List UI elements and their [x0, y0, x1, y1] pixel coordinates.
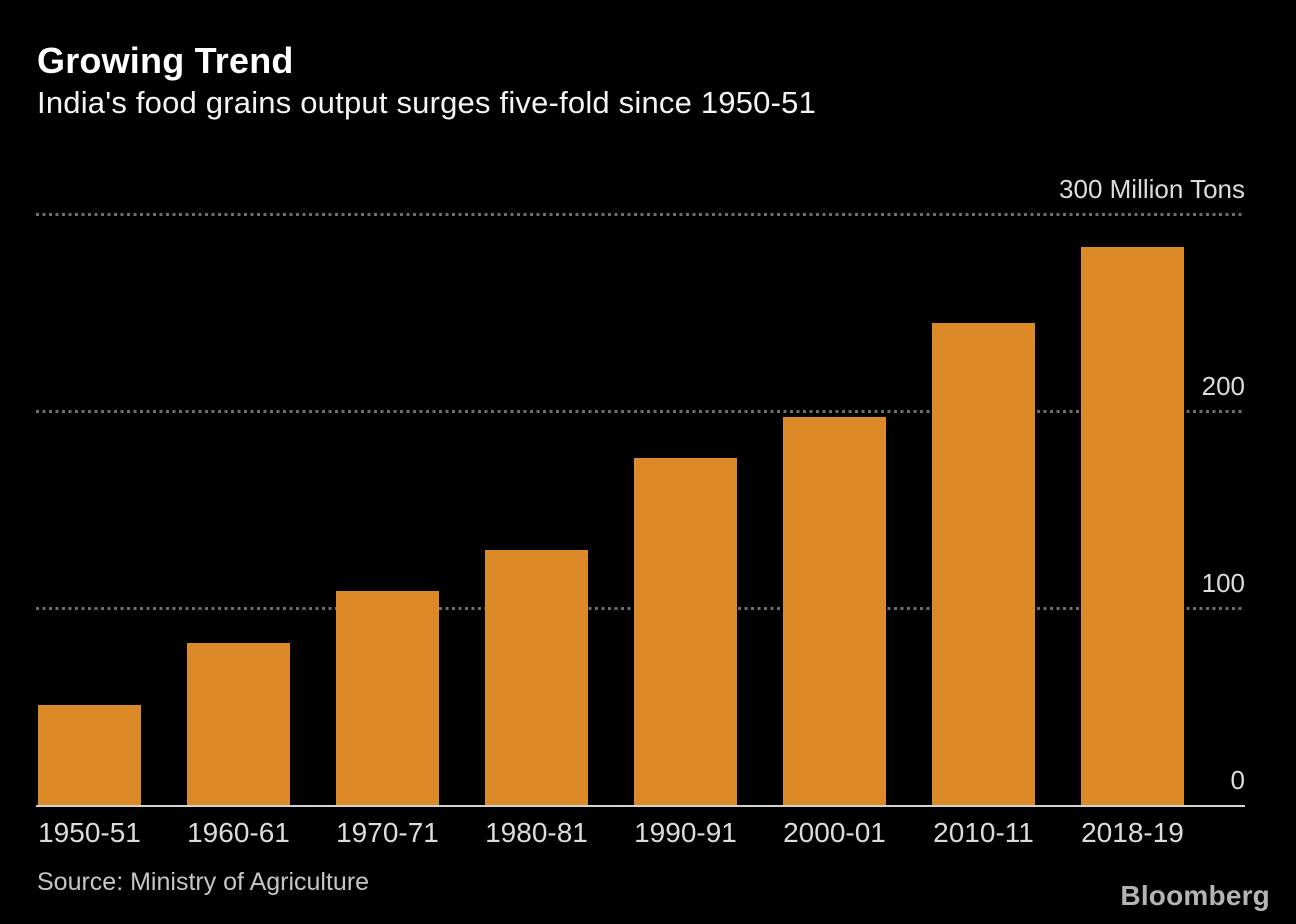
chart-title: Growing Trend: [37, 40, 294, 81]
x-tick-label-1990-91: 1990-91: [634, 817, 737, 848]
bar-1990-91: [634, 457, 737, 805]
x-tick-label-1960-61: 1960-61: [187, 817, 290, 848]
x-tick-label-2018-19: 2018-19: [1081, 817, 1184, 848]
bar-2018-19: [1081, 246, 1184, 805]
bar-1960-61: [187, 643, 290, 805]
x-tick-label-1970-71: 1970-71: [336, 817, 439, 848]
y-tick-label-0: 0: [1230, 765, 1245, 795]
y-tick-label-200: 200: [1201, 371, 1245, 401]
gridline-200: [36, 409, 1245, 413]
bloomberg-logo: Bloomberg: [1120, 880, 1270, 911]
x-tick-label-2000-01: 2000-01: [783, 817, 886, 848]
source-note: Source: Ministry of Agriculture: [37, 868, 370, 896]
plot-area: 0 100 200 300 Million Tons: [36, 174, 1245, 807]
x-tick-label-1980-81: 1980-81: [485, 817, 588, 848]
bar-2000-01: [783, 417, 886, 805]
x-tick-label-1950-51: 1950-51: [38, 817, 141, 848]
bar-2010-11: [932, 323, 1035, 805]
y-tick-label-300: 300 Million Tons: [1059, 174, 1245, 204]
x-tick-label-2010-11: 2010-11: [933, 817, 1034, 848]
gridline-300: [36, 212, 1245, 216]
bar-1980-81: [485, 549, 588, 805]
bar-1950-51: [38, 704, 141, 805]
x-axis-baseline: [36, 805, 1245, 807]
x-axis-labels: 1950-51 1960-61 1970-71 1980-81 1990-91 2000-…: [36, 817, 1245, 855]
chart-subtitle: India's food grains output surges five-f…: [37, 85, 817, 120]
y-tick-label-100: 100: [1201, 568, 1245, 598]
bar-1970-71: [336, 591, 439, 805]
